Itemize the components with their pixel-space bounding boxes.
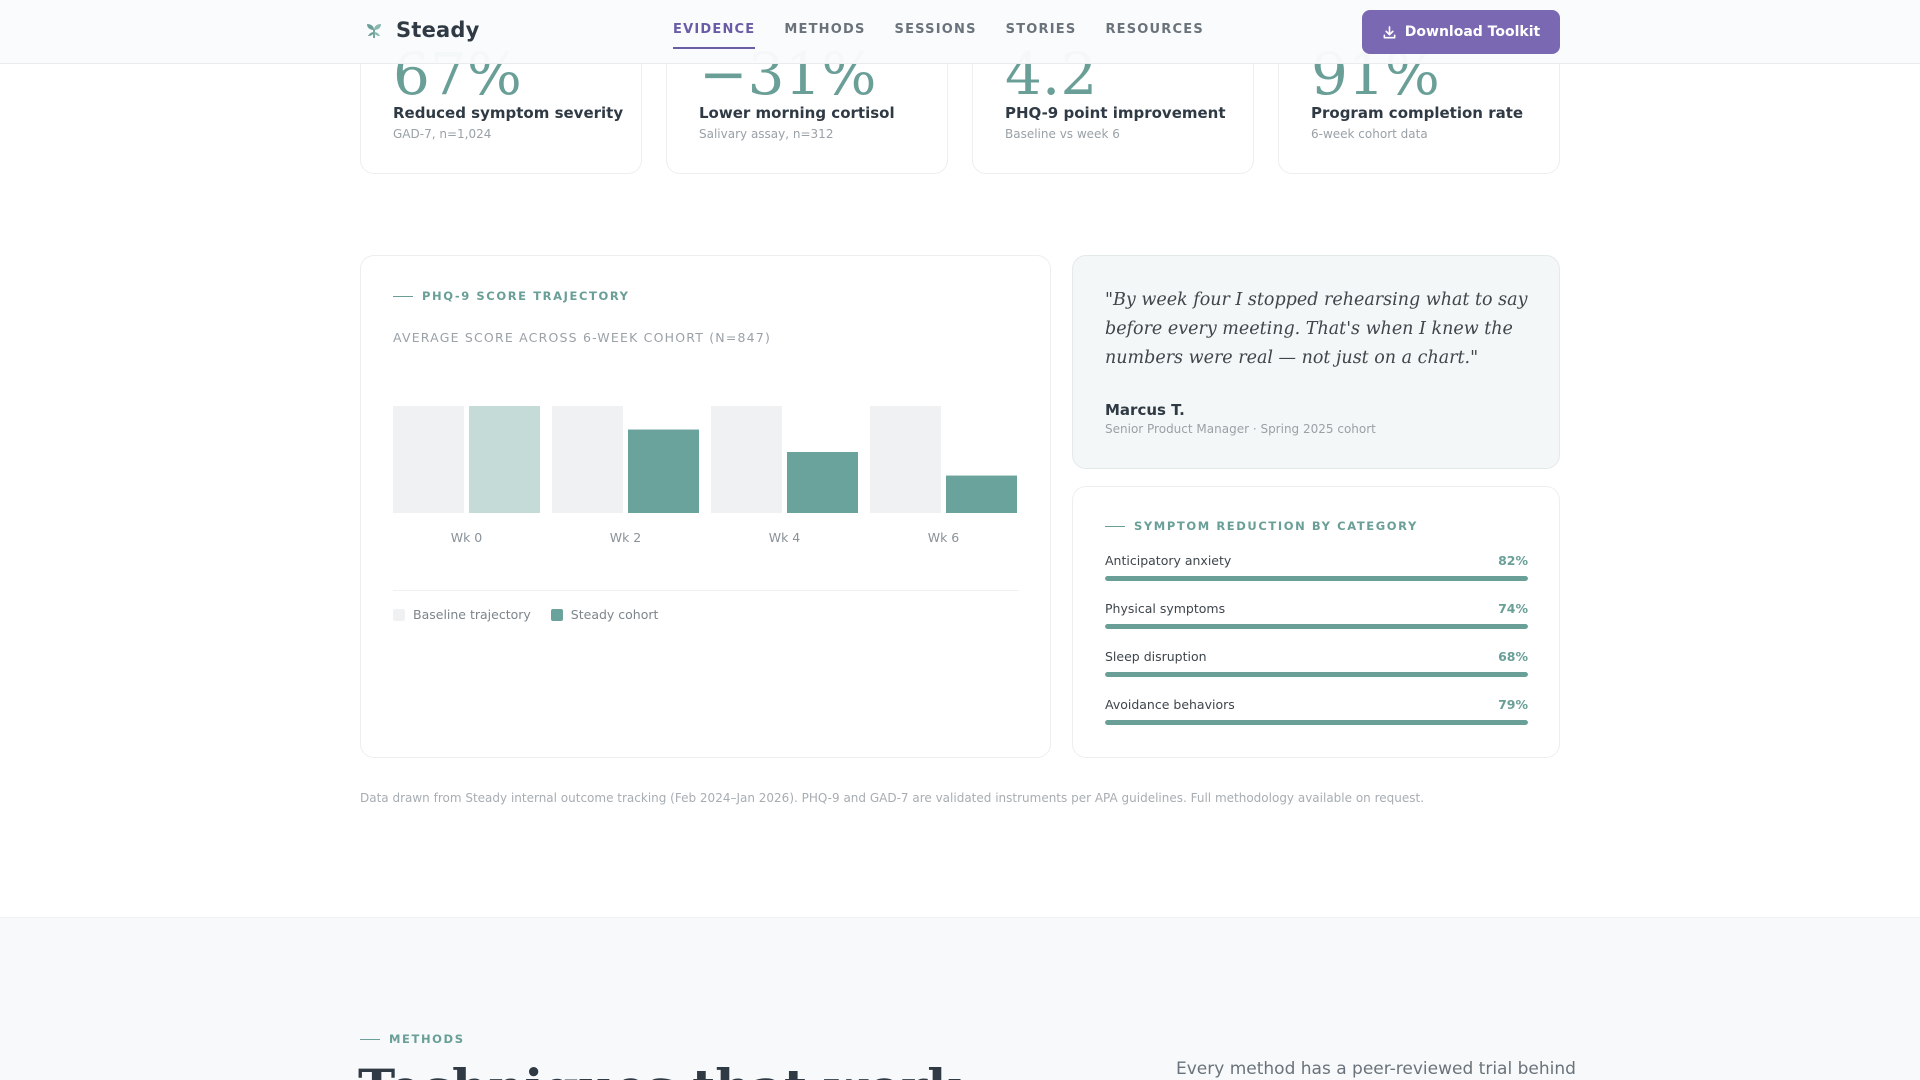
x-tick-label: Wk 6 — [928, 530, 960, 545]
symptom-progress-track — [1105, 576, 1528, 581]
symptom-label: Anticipatory anxiety — [1105, 553, 1232, 568]
x-tick-label: Wk 4 — [769, 530, 801, 545]
symptom-label: Avoidance behaviors — [1105, 697, 1235, 712]
testimonial-author: Marcus T. — [1105, 401, 1185, 419]
symptom-percent: 79% — [1498, 697, 1528, 712]
legend-swatch-cohort — [550, 608, 563, 621]
bar-cohort-wk-2 — [628, 429, 699, 513]
symptom-eyebrow-label: SYMPTOM REDUCTION BY CATEGORY — [1134, 519, 1418, 533]
symptom-progress-track — [1105, 624, 1528, 629]
x-tick-label: Wk 0 — [451, 530, 483, 545]
x-tick-label: Wk 2 — [610, 530, 642, 545]
nav-link-methods[interactable]: METHODS — [784, 22, 866, 37]
stat-title: Reduced symptom severity — [393, 104, 624, 122]
chart-legend: Baseline trajectory Steady cohort — [393, 607, 658, 622]
download-toolkit-label: Download Toolkit — [1404, 24, 1541, 40]
bar-baseline-wk-6 — [870, 406, 941, 513]
symptom-progress-track — [1105, 720, 1528, 725]
chart-eyebrow: PHQ-9 SCORE TRAJECTORY — [393, 289, 630, 303]
eyebrow-rule — [1105, 525, 1125, 527]
bar-cohort-wk-4 — [787, 452, 858, 513]
legend-item-cohort: Steady cohort — [550, 607, 659, 622]
stat-subtitle: 6-week cohort data — [1311, 127, 1428, 141]
methods-title: Techniques that work — [358, 1058, 962, 1080]
symptom-row-avoidance-behaviors: Avoidance behaviors 79% — [1105, 697, 1528, 725]
download-icon — [1383, 25, 1396, 38]
symptom-progress-fill — [1105, 720, 1528, 725]
bar-baseline-wk-2 — [552, 406, 623, 513]
top-nav: Steady EVIDENCE METHODS SESSIONS STORIES… — [0, 0, 1920, 64]
stat-subtitle: GAD-7, n=1,024 — [393, 127, 492, 141]
symptom-progress-fill — [1105, 576, 1528, 581]
symptom-row-anticipatory-anxiety: Anticipatory anxiety 82% — [1105, 553, 1528, 581]
testimonial-role: Senior Product Manager · Spring 2025 coh… — [1105, 422, 1376, 436]
stat-title: PHQ-9 point improvement — [1005, 104, 1226, 122]
legend-label-cohort: Steady cohort — [570, 607, 659, 622]
eyebrow-rule — [360, 1038, 380, 1040]
bar-baseline-wk-4 — [711, 406, 782, 513]
symptom-percent: 74% — [1498, 601, 1528, 616]
download-toolkit-button[interactable]: Download Toolkit — [1362, 10, 1560, 54]
symptom-percent: 82% — [1498, 553, 1528, 568]
symptom-progress-track — [1105, 672, 1528, 677]
data-source-footnote: Data drawn from Steady internal outcome … — [360, 791, 1425, 805]
methods-aside: Every method has a peer-reviewed trial b… — [1176, 1059, 1576, 1079]
phq9-bar-chart: Wk 0 Wk 2 Wk 4 Wk 6 — [393, 406, 1017, 545]
symptom-progress-fill — [1105, 624, 1528, 629]
testimonial-card: "By week four I stopped rehearsing what … — [1072, 255, 1560, 469]
phq9-chart-card: PHQ-9 SCORE TRAJECTORY AVERAGE SCORE ACR… — [360, 255, 1051, 758]
methods-eyebrow: METHODS — [360, 1032, 465, 1046]
stat-title: Lower morning cortisol — [699, 104, 895, 122]
symptom-label: Sleep disruption — [1105, 649, 1207, 664]
nav-link-evidence[interactable]: EVIDENCE — [673, 22, 756, 49]
bar-cohort-wk-0 — [469, 406, 540, 513]
methods-eyebrow-label: METHODS — [389, 1032, 465, 1046]
sprout-icon — [367, 24, 381, 38]
symptom-percent: 68% — [1498, 649, 1528, 664]
bar-baseline-wk-0 — [393, 406, 464, 513]
legend-item-baseline: Baseline trajectory — [393, 607, 531, 622]
symptom-reduction-card: SYMPTOM REDUCTION BY CATEGORY Anticipato… — [1072, 486, 1560, 758]
nav-link-sessions[interactable]: SESSIONS — [894, 22, 977, 37]
methods-section: METHODS Techniques that work Every metho… — [0, 917, 1920, 1080]
nav-link-stories[interactable]: STORIES — [1005, 22, 1077, 37]
symptom-eyebrow: SYMPTOM REDUCTION BY CATEGORY — [1105, 519, 1418, 533]
symptom-label: Physical symptoms — [1105, 601, 1226, 616]
stat-title: Program completion rate — [1311, 104, 1524, 122]
nav-link-resources[interactable]: RESOURCES — [1105, 22, 1204, 37]
legend-label-baseline: Baseline trajectory — [413, 607, 531, 622]
chart-divider — [393, 590, 1019, 591]
legend-swatch-baseline — [393, 608, 405, 621]
nav-links: EVIDENCE METHODS SESSIONS STORIES RESOUR… — [673, 22, 1204, 49]
symptom-progress-fill — [1105, 672, 1528, 677]
brand[interactable]: Steady — [364, 18, 480, 42]
bar-cohort-wk-6 — [946, 475, 1017, 513]
symptom-row-sleep-disruption: Sleep disruption 68% — [1105, 649, 1528, 677]
chart-eyebrow-label: PHQ-9 SCORE TRAJECTORY — [422, 289, 630, 303]
stat-subtitle: Salivary assay, n=312 — [699, 127, 834, 141]
brand-name: Steady — [396, 18, 480, 42]
testimonial-quote: "By week four I stopped rehearsing what … — [1105, 290, 1528, 368]
chart-subtitle: AVERAGE SCORE ACROSS 6-WEEK COHORT (N=84… — [393, 330, 772, 345]
symptom-row-physical-symptoms: Physical symptoms 74% — [1105, 601, 1528, 629]
stat-subtitle: Baseline vs week 6 — [1005, 127, 1120, 141]
eyebrow-rule — [393, 295, 413, 297]
